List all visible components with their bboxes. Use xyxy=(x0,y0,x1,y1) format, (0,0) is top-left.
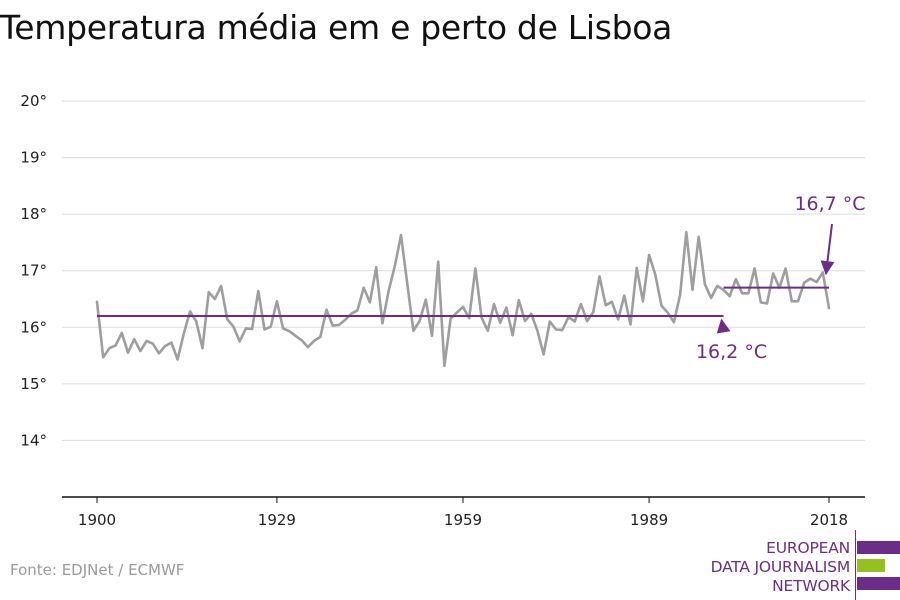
annotation-label-0: 16,2 °C xyxy=(696,341,767,363)
x-tick-label-1900: 1900 xyxy=(78,511,116,529)
logo-bar-purple-top xyxy=(857,541,900,554)
logo-divider xyxy=(855,530,856,600)
x-axis: 1900 1929 1959 1989 2018 xyxy=(62,496,865,529)
series-group xyxy=(95,230,831,368)
logo-bar-green xyxy=(857,559,885,572)
logo-bar-purple-bottom xyxy=(857,577,900,590)
y-tick-label-18: 18° xyxy=(20,205,47,223)
reference-lines xyxy=(97,286,829,317)
y-tick-label-17: 17° xyxy=(20,262,47,280)
chart-title: Temperatura média em e perto de Lisboa xyxy=(0,8,673,47)
annotation-label-1: 16,7 °C xyxy=(794,193,865,215)
x-tick-label-1929: 1929 xyxy=(258,511,296,529)
y-tick-label-15: 15° xyxy=(20,375,47,393)
y-tick-label-14: 14° xyxy=(20,431,47,449)
y-tick-label-16: 16° xyxy=(20,318,47,336)
annotation-arrow-0 xyxy=(716,318,731,334)
annotations: 16,2 °C 16,7 °C xyxy=(696,193,866,363)
edjnet-logo: EUROPEAN DATA JOURNALISM NETWORK xyxy=(690,530,900,600)
y-tick-label-19: 19° xyxy=(20,149,47,167)
source-note: Fonte: EDJNet / ECMWF xyxy=(10,561,185,579)
y-tick-label-20: 20° xyxy=(20,92,47,110)
annotation-arrow-1 xyxy=(820,223,835,276)
logo-line-3: NETWORK xyxy=(772,577,850,595)
series-line-0 xyxy=(95,230,831,368)
logo-line-2: DATA JOURNALISM xyxy=(710,558,851,576)
logo-line-1: EUROPEAN xyxy=(766,539,850,557)
y-grid-lines xyxy=(62,100,865,441)
y-axis-labels: 14° 15° 16° 17° 18° 19° 20° xyxy=(20,92,47,449)
x-tick-label-2018: 2018 xyxy=(810,511,848,529)
x-tick-label-1989: 1989 xyxy=(630,511,668,529)
x-tick-label-1959: 1959 xyxy=(444,511,482,529)
